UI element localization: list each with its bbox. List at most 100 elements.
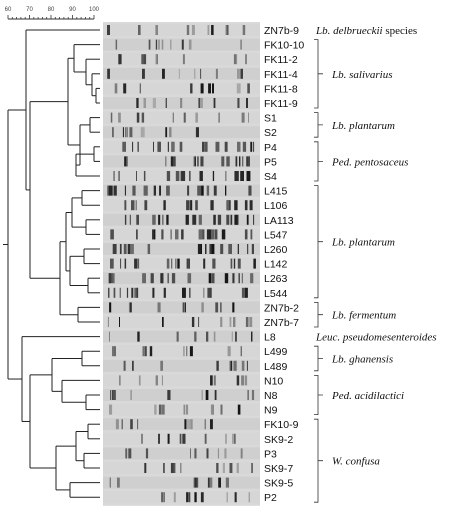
gel-band (217, 448, 219, 459)
gel-band (232, 433, 234, 444)
gel-band (152, 229, 155, 240)
gel-band (165, 127, 168, 138)
gel-band (125, 448, 128, 459)
gel-band (166, 185, 170, 196)
gel-band (124, 156, 127, 167)
gel-band (152, 214, 156, 225)
gel-band (192, 214, 197, 225)
gel-band (186, 200, 190, 211)
gel-band (241, 287, 245, 298)
gel-band (167, 273, 169, 284)
gel-band (122, 141, 126, 152)
gel-band (218, 112, 220, 123)
gel-band (114, 83, 118, 94)
gel-lane-background (103, 272, 260, 285)
gel-band (119, 317, 120, 327)
gel-lane (103, 170, 260, 182)
gel-band (251, 244, 254, 254)
gel-lane (103, 432, 260, 445)
gel-lane-background (103, 257, 260, 270)
gel-band (171, 141, 174, 152)
gel-band (248, 492, 250, 503)
strain-label: L547 (264, 229, 288, 241)
gel-band (113, 390, 116, 400)
strain-label: L489 (264, 361, 288, 373)
gel-band (173, 492, 176, 503)
species-label: Lb. ghanensis (331, 354, 393, 366)
gel-band (221, 156, 225, 167)
gel-band (145, 448, 149, 459)
gel-band (253, 141, 255, 152)
gel-band (233, 360, 237, 371)
gel-band (130, 244, 134, 254)
gel-band (136, 171, 137, 181)
gel-band (191, 25, 195, 35)
gel-band (184, 419, 187, 430)
gel-band (211, 273, 215, 284)
gel-band (247, 83, 250, 94)
gel-band (112, 346, 115, 357)
gel-band (201, 185, 204, 196)
gel-band (176, 331, 179, 342)
gel-band (161, 39, 164, 50)
gel-band (182, 39, 184, 50)
gel-band (210, 287, 212, 298)
species-name: Leuc. pseudomesenteroides (315, 332, 437, 344)
gel-lane (103, 403, 260, 416)
gel-lane-background (103, 389, 260, 401)
gel-band (113, 287, 116, 298)
gel-band (232, 302, 235, 313)
gel-band (163, 492, 165, 503)
gel-band (236, 375, 240, 386)
gel-lane (103, 199, 260, 212)
strain-label: N8 (264, 390, 278, 402)
gel-band (246, 214, 249, 225)
gel-band (234, 171, 239, 181)
gel-lane-background (103, 491, 260, 504)
gel-band (114, 346, 116, 357)
gel-band (251, 463, 253, 473)
gel-lane (103, 374, 260, 387)
strain-label: L499 (264, 346, 288, 358)
strain-label: ZN7b-7 (264, 317, 299, 329)
gel-band (141, 112, 145, 123)
gel-band (201, 390, 203, 400)
gel-band (153, 185, 156, 196)
gel-lane (103, 476, 260, 489)
gel-band (108, 287, 110, 298)
gel-band (148, 39, 151, 50)
gel-band (140, 127, 144, 138)
gel-band (155, 54, 158, 65)
gel-band (246, 360, 248, 371)
gel-band (152, 98, 156, 108)
gel-band (227, 25, 229, 35)
gel-band (212, 171, 215, 181)
gel-band (234, 214, 238, 225)
gel-band (155, 25, 158, 35)
gel-band (166, 171, 171, 181)
gel-band (155, 39, 157, 50)
gel-band (185, 214, 189, 225)
gel-lane (103, 38, 260, 51)
scale-tick-label: 70 (26, 7, 33, 13)
gel-band (167, 141, 169, 152)
gel-band (226, 214, 230, 225)
gel-band (134, 287, 139, 298)
gel-band (186, 419, 190, 430)
gel-band (185, 419, 188, 430)
gel-band (119, 287, 121, 298)
gel-band (222, 463, 225, 473)
gel-band (107, 317, 109, 327)
gel-band (225, 25, 227, 35)
gel-band (208, 83, 211, 94)
gel-lane (103, 286, 260, 299)
gel-band (117, 477, 120, 488)
strain-label: S1 (264, 113, 277, 125)
gel-band (202, 141, 205, 152)
gel-band (121, 419, 123, 430)
gel-band (162, 214, 164, 225)
strain-label: N9 (264, 405, 278, 417)
strain-label: SK9-5 (264, 478, 293, 490)
gel-band (237, 141, 241, 152)
gel-band (193, 156, 196, 167)
